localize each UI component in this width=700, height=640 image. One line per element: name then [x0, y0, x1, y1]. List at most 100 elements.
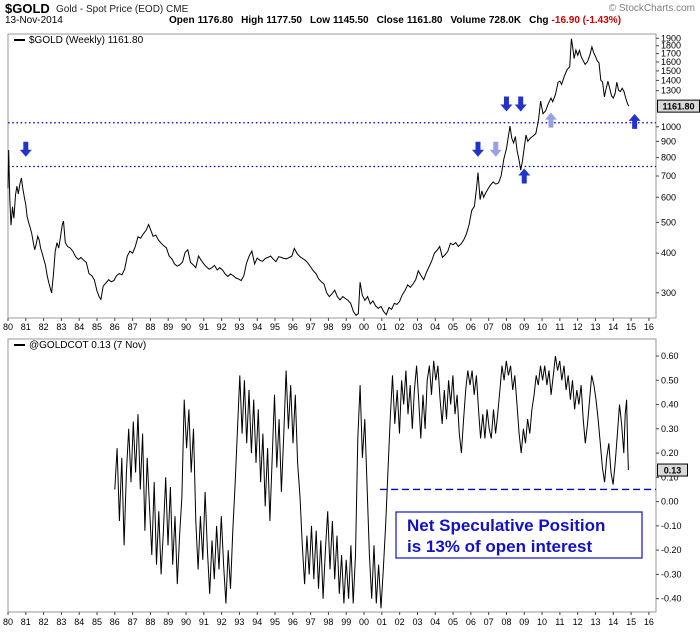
chart-date: 13-Nov-2014	[5, 15, 63, 26]
y-axis-label: 1500	[661, 66, 681, 76]
high-label: High	[241, 15, 264, 26]
x-axis-label: 14	[608, 617, 618, 627]
x-axis-label: 10	[537, 322, 547, 332]
x-axis-label: 87	[128, 322, 138, 332]
x-axis-label: 94	[252, 322, 262, 332]
x-axis-label: 84	[74, 617, 84, 627]
x-axis-label: 06	[466, 617, 476, 627]
x-axis-label: 85	[92, 322, 102, 332]
x-axis-label: 02	[395, 617, 405, 627]
x-axis-label: 11	[555, 322, 564, 332]
signal-arrow-down-4	[500, 96, 513, 112]
signal-arrow-up-7	[544, 112, 557, 128]
price-series-line	[7, 38, 630, 316]
y-axis-label: 1400	[661, 75, 681, 85]
x-axis-label: 02	[395, 322, 405, 332]
x-axis-label: 92	[217, 617, 227, 627]
x-axis-label: 09	[519, 322, 529, 332]
x-axis-label: 89	[163, 617, 173, 627]
signal-arrow-down-1	[19, 141, 32, 157]
y-axis-label: 1600	[661, 57, 681, 67]
cot-legend-label: @GOLDCOT 0.13 (7 Nov)	[29, 340, 146, 351]
x-axis-label: 83	[56, 617, 66, 627]
y-axis-label: 700	[661, 171, 676, 181]
x-axis-label: 99	[341, 322, 351, 332]
y-axis-label: 500	[661, 217, 676, 227]
volume-label: Volume	[450, 15, 486, 26]
y-axis-label: 0.60	[661, 351, 679, 361]
x-axis-label: 05	[448, 617, 458, 627]
x-axis-label: 92	[217, 322, 227, 332]
y-axis-label: 1000	[661, 122, 681, 132]
x-axis-label: 08	[501, 322, 511, 332]
y-axis-label: -0.40	[661, 594, 682, 604]
signal-arrow-up-8	[628, 113, 641, 129]
x-axis-label: 04	[430, 617, 440, 627]
x-axis-label: 15	[626, 617, 636, 627]
x-axis-label: 16	[644, 322, 654, 332]
x-axis-label: 89	[163, 322, 173, 332]
x-axis-label: 97	[306, 617, 316, 627]
x-axis-label: 97	[306, 322, 316, 332]
x-axis-label: 00	[359, 617, 369, 627]
ticker-description: Gold - Spot Price (EOD) CME	[56, 4, 189, 15]
open-label: Open	[169, 15, 195, 26]
cot-panel: 80 81 82 83 84 85 86 87 88 89 90 91 92 93 94 95 96 97 98 99…	[3, 338, 688, 627]
x-axis-label: 14	[608, 322, 618, 332]
x-axis-label: 09	[519, 617, 529, 627]
x-axis-label: 82	[39, 617, 49, 627]
y-axis-label: 0.00	[661, 497, 679, 507]
annotation-line1: Net Speculative Position	[407, 516, 605, 535]
x-axis-label: 96	[288, 617, 298, 627]
x-axis-label: 91	[199, 322, 209, 332]
x-axis-label: 81	[21, 322, 31, 332]
x-axis-label: 98	[323, 617, 333, 627]
low-label: Low	[310, 15, 330, 26]
stockcharts-credit: © StockCharts.com	[608, 3, 695, 14]
y-axis-label: 0.50	[661, 375, 679, 385]
x-axis-label: 07	[484, 322, 494, 332]
price-plot-area	[7, 33, 657, 319]
x-axis-label: 83	[56, 322, 66, 332]
x-axis-label: 13	[590, 617, 600, 627]
x-axis-label: 95	[270, 322, 280, 332]
cot-last-value-box	[657, 463, 688, 477]
ticker-symbol: $GOLD	[5, 1, 50, 16]
y-axis-label: -0.30	[661, 569, 682, 579]
signal-arrow-down-5	[514, 96, 527, 112]
x-axis-label: 86	[110, 322, 120, 332]
y-axis-label: 400	[661, 248, 676, 258]
x-axis-label: 12	[573, 322, 583, 332]
x-axis-label: 82	[39, 322, 49, 332]
close-value: 1161.80	[406, 15, 443, 26]
x-axis-label: 99	[341, 617, 351, 627]
y-axis-label: 1900	[661, 33, 681, 43]
chg-label: Chg	[529, 15, 549, 26]
x-axis-label: 08	[501, 617, 511, 627]
signal-arrow-down-3	[489, 141, 502, 157]
low-value: 1145.50	[333, 15, 369, 26]
x-axis-label: 13	[590, 322, 600, 332]
x-axis-label: 88	[145, 617, 155, 627]
signal-arrow-down-2	[471, 141, 484, 157]
annotation-box	[395, 511, 643, 559]
x-axis-label: 87	[128, 617, 138, 627]
x-axis-label: 86	[110, 617, 120, 627]
x-axis-label: 85	[92, 617, 102, 627]
quote-row: 13-Nov-2014 Open 1176.80 High 1177.50 Low 1145…	[5, 15, 629, 26]
x-axis-label: 05	[448, 322, 458, 332]
annotation-line2: is 13% of open interest	[407, 537, 592, 556]
y-axis-label: -0.10	[661, 521, 682, 531]
high-value: 1177.50	[266, 15, 302, 26]
close-label: Close	[376, 15, 404, 26]
x-axis-label: 00	[359, 322, 369, 332]
signal-arrow-up-6	[518, 168, 531, 184]
x-axis-label: 80	[3, 322, 13, 332]
y-axis-label: 800	[661, 153, 676, 163]
x-axis-label: 03	[412, 322, 422, 332]
x-axis-label: 90	[181, 322, 191, 332]
x-axis-label: 12	[573, 617, 583, 627]
cot-plot-area	[7, 338, 657, 613]
chg-value: -16.90 (-1.43%)	[551, 15, 622, 26]
